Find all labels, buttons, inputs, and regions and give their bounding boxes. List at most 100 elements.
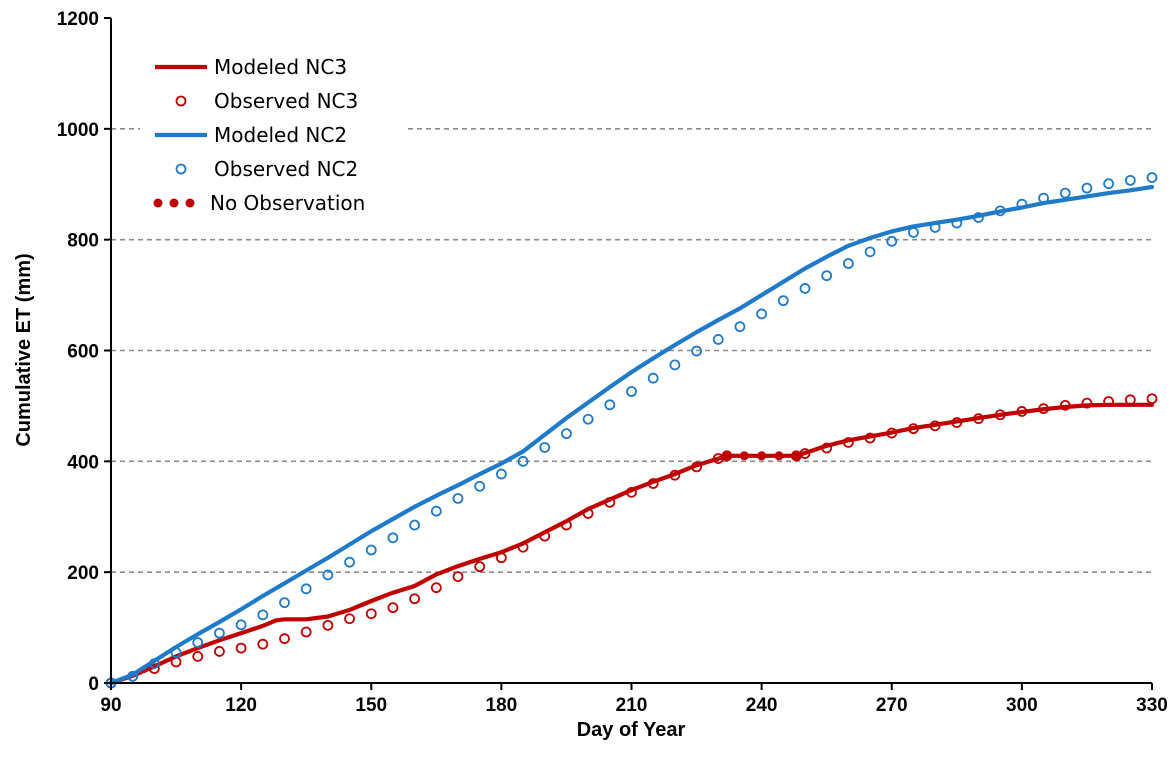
series-point-observed-nc2 xyxy=(430,505,442,517)
series-point-observed-nc2 xyxy=(973,212,984,223)
legend-swatch-observed-nc3 xyxy=(175,95,187,107)
series-point-observed-nc2 xyxy=(148,658,160,670)
y-tick-label-800: 800 xyxy=(67,231,99,252)
y-tick-label-1000: 1000 xyxy=(57,120,99,141)
series-point-observed-nc2 xyxy=(365,544,377,556)
legend-label-modeled-nc2: Modeled NC2 xyxy=(214,123,347,147)
series-point-observed-nc2 xyxy=(1081,182,1093,194)
x-tick-label-180: 180 xyxy=(486,695,518,716)
series-point-observed-nc3 xyxy=(279,633,290,645)
series-point-observed-nc3 xyxy=(799,448,811,459)
series-point-observed-nc2 xyxy=(626,386,637,397)
series-point-observed-nc3 xyxy=(409,593,421,605)
series-point-observed-nc2 xyxy=(951,217,963,229)
series-point-observed-nc3 xyxy=(1146,393,1158,405)
gridlines xyxy=(111,128,1152,573)
series-point-observed-nc3 xyxy=(1081,397,1093,409)
series-point-observed-nc2 xyxy=(604,399,616,411)
series-point-observed-nc3 xyxy=(1124,394,1136,406)
series-point-observed-nc3 xyxy=(170,656,182,668)
series-point-observed-nc3 xyxy=(1016,406,1028,417)
series-point-observed-nc2 xyxy=(1103,178,1115,190)
x-tick-label-270: 270 xyxy=(876,695,908,716)
legend-label-modeled-nc3: Modeled NC3 xyxy=(214,55,347,79)
series-point-observed-nc3 xyxy=(561,519,572,531)
series-point-observed-nc3 xyxy=(517,541,529,553)
series-point-observed-nc2 xyxy=(257,609,269,621)
series-point-observed-nc2 xyxy=(908,227,919,238)
series-point-observed-nc3 xyxy=(864,432,876,444)
series-point-observed-nc3 xyxy=(929,420,941,432)
y-tick-label-1200: 1200 xyxy=(57,9,99,30)
series-line-modeled-nc3 xyxy=(108,402,1155,686)
series-dot-no-observation xyxy=(791,451,801,461)
series-point-observed-nc2 xyxy=(344,556,355,568)
series-point-observed-nc2 xyxy=(994,205,1006,217)
y-tick-label-400: 400 xyxy=(67,452,99,473)
series-point-observed-nc2 xyxy=(1059,187,1071,199)
series-point-observed-nc2 xyxy=(170,647,182,658)
series-point-observed-nc3 xyxy=(235,642,247,654)
x-tick-label-330: 330 xyxy=(1136,695,1168,716)
x-tick-label-90: 90 xyxy=(100,695,121,716)
series-point-observed-nc2 xyxy=(886,235,898,247)
legend-label-observed-nc2: Observed NC2 xyxy=(214,157,358,181)
series-point-observed-nc3 xyxy=(452,571,464,582)
series-point-observed-nc2 xyxy=(1038,192,1049,204)
series-point-observed-nc2 xyxy=(561,428,572,440)
series-point-observed-nc2 xyxy=(1146,172,1158,184)
series-dot-no-observation xyxy=(722,451,732,461)
series-dot-no-observation xyxy=(774,451,784,461)
series-point-observed-nc3 xyxy=(647,478,659,489)
y-tick-label-0: 0 xyxy=(88,674,99,695)
series-point-observed-nc3 xyxy=(300,626,312,638)
series-point-observed-nc2 xyxy=(387,532,399,544)
series-point-observed-nc2 xyxy=(474,480,486,492)
legend-label-observed-nc3: Observed NC3 xyxy=(214,89,358,113)
series-point-observed-nc2 xyxy=(409,519,421,531)
series-point-observed-nc2 xyxy=(647,372,659,384)
series-point-observed-nc3 xyxy=(1059,399,1071,411)
series-point-observed-nc3 xyxy=(691,461,702,473)
series-point-observed-nc2 xyxy=(1016,198,1028,210)
series-point-observed-nc2 xyxy=(712,334,724,345)
legend-swatch-observed-nc2 xyxy=(175,163,187,175)
series-point-observed-nc3 xyxy=(908,423,919,435)
x-tick-label-120: 120 xyxy=(225,695,257,716)
series-point-observed-nc2 xyxy=(756,308,768,320)
series-point-observed-nc3 xyxy=(192,651,204,662)
x-axis-title: Day of Year xyxy=(577,719,686,741)
series-dot-no-observation xyxy=(757,451,767,461)
series-point-observed-nc2 xyxy=(235,619,247,631)
series-point-observed-nc3 xyxy=(430,582,442,594)
series-point-observed-nc2 xyxy=(799,283,811,294)
series-point-observed-nc2 xyxy=(691,345,702,357)
series-point-observed-nc2 xyxy=(495,468,507,480)
series-point-observed-nc2 xyxy=(734,321,746,333)
series-point-observed-nc3 xyxy=(214,646,225,657)
axes: 0 200 400 600 800 1000 1200 90 120 150 180 210 240 27… xyxy=(57,9,1168,716)
series-point-observed-nc3 xyxy=(344,613,355,625)
series-point-observed-nc3 xyxy=(387,602,399,614)
series-point-observed-nc3 xyxy=(474,561,486,573)
series-point-observed-nc3 xyxy=(582,508,594,519)
series-point-observed-nc2 xyxy=(300,583,312,595)
series-point-observed-nc2 xyxy=(279,597,290,609)
series-point-observed-nc3 xyxy=(951,417,963,428)
series-point-observed-nc3 xyxy=(365,608,377,620)
series-line-modeled-nc2 xyxy=(108,184,1155,686)
series-point-observed-nc3 xyxy=(495,552,507,564)
series-point-observed-nc3 xyxy=(821,442,833,454)
x-tick-label-300: 300 xyxy=(1006,695,1038,716)
series-point-observed-nc2 xyxy=(539,442,551,453)
series-point-observed-nc3 xyxy=(1103,396,1115,407)
legend-swatch-no-observation xyxy=(185,198,195,208)
series-point-observed-nc3 xyxy=(604,496,616,508)
series-point-observed-nc3 xyxy=(148,663,160,674)
series-point-observed-nc2 xyxy=(864,246,876,258)
series-point-observed-nc3 xyxy=(322,619,334,631)
series-point-observed-nc3 xyxy=(539,530,551,542)
series-point-observed-nc2 xyxy=(777,295,789,307)
